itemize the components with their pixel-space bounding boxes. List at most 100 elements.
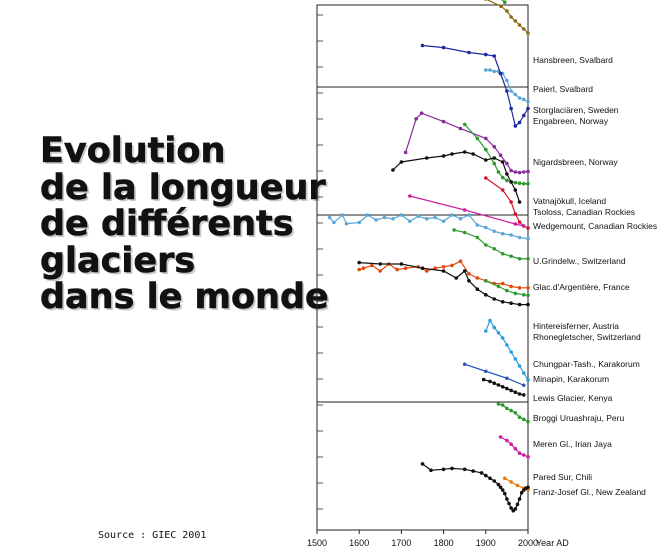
data-point (513, 390, 518, 395)
data-point (365, 213, 370, 217)
data-point (484, 158, 488, 162)
series-15 (484, 318, 530, 382)
data-point (475, 276, 480, 280)
data-point (517, 415, 522, 420)
data-point (517, 497, 522, 501)
data-point (509, 254, 513, 259)
series-layer (327, 0, 530, 513)
data-point (399, 160, 404, 164)
data-point (513, 19, 518, 23)
headline: Evolution de la longueur de différents g… (40, 131, 329, 316)
x-tick-label: 1600 (349, 538, 369, 548)
data-point (403, 266, 408, 271)
glacier-label: Vatnajökull, Iceland (533, 196, 606, 206)
data-point (517, 200, 522, 204)
data-point (357, 260, 362, 265)
glacier-label: Storglaciären, Sweden (533, 105, 619, 115)
data-point (526, 181, 530, 186)
series-5 (403, 111, 530, 175)
data-point (521, 453, 526, 457)
data-point (403, 150, 408, 155)
data-point (500, 300, 505, 304)
data-point (526, 106, 530, 111)
data-point (509, 180, 513, 184)
data-point (500, 403, 505, 407)
data-point (492, 246, 497, 251)
data-point (484, 176, 488, 180)
data-point (492, 229, 497, 234)
data-point (441, 119, 446, 124)
series-line (485, 319, 529, 381)
data-point (498, 71, 503, 76)
data-point (505, 406, 509, 411)
data-point (414, 117, 418, 121)
data-point (500, 385, 505, 389)
glacier-label: Rhonegletscher, Switzerland (533, 332, 641, 342)
data-point (458, 216, 463, 221)
data-point (521, 224, 526, 228)
data-point (517, 364, 522, 368)
data-point (500, 488, 505, 492)
data-point (526, 485, 530, 490)
data-point (505, 9, 509, 13)
data-point (496, 170, 501, 174)
data-point (467, 213, 471, 217)
glacier-label: Tsoloss, Canadian Rockies (533, 207, 635, 217)
data-point (500, 160, 505, 164)
data-point (526, 455, 530, 459)
data-point (441, 154, 446, 158)
data-point (505, 376, 509, 381)
data-point (496, 482, 501, 487)
data-point (492, 54, 497, 58)
glacier-label: Pared Sur, Chili (533, 472, 592, 482)
data-point (484, 52, 488, 57)
data-point (505, 438, 509, 443)
data-point (492, 479, 497, 483)
data-point (450, 466, 454, 471)
data-point (526, 256, 530, 261)
data-point (492, 297, 497, 301)
series-16 (462, 362, 526, 388)
data-point (517, 120, 522, 125)
glacier-label: Glac.d'Argentière, France (533, 282, 630, 292)
data-point (484, 293, 488, 297)
glacier-label: Hansbreen, Svalbard (533, 55, 613, 65)
data-point (505, 386, 509, 391)
series-19 (498, 435, 530, 459)
data-point (340, 213, 345, 217)
data-point (441, 467, 446, 472)
data-point (496, 383, 501, 387)
data-point (498, 153, 503, 157)
data-point (509, 350, 513, 354)
data-point (509, 200, 513, 204)
data-point (513, 212, 518, 216)
data-point (502, 0, 507, 4)
data-point (450, 152, 454, 156)
series-line (483, 379, 524, 396)
data-point (513, 507, 518, 511)
series-11 (452, 228, 530, 261)
data-point (509, 89, 513, 93)
data-point (357, 267, 362, 272)
data-point (509, 233, 513, 237)
data-point (395, 267, 399, 272)
data-point (519, 490, 524, 495)
headline-line: Evolution (40, 131, 226, 171)
data-point (526, 378, 530, 382)
data-point (399, 213, 404, 217)
data-point (513, 92, 518, 97)
data-point (420, 266, 425, 271)
label-layer: Hansbreen, Svalbard Paierl, Svalbard Storg… (533, 55, 657, 497)
data-point (475, 235, 480, 240)
series-line (464, 363, 525, 386)
data-point (526, 99, 530, 104)
series-14 (484, 279, 530, 298)
glacier-label: U.Grindelw., Switzerland (533, 256, 626, 266)
series-line (409, 195, 524, 227)
data-point (484, 279, 488, 283)
data-point (484, 369, 488, 374)
data-point (517, 220, 522, 224)
data-point (361, 266, 366, 271)
data-point (484, 243, 488, 247)
data-point (521, 383, 526, 388)
